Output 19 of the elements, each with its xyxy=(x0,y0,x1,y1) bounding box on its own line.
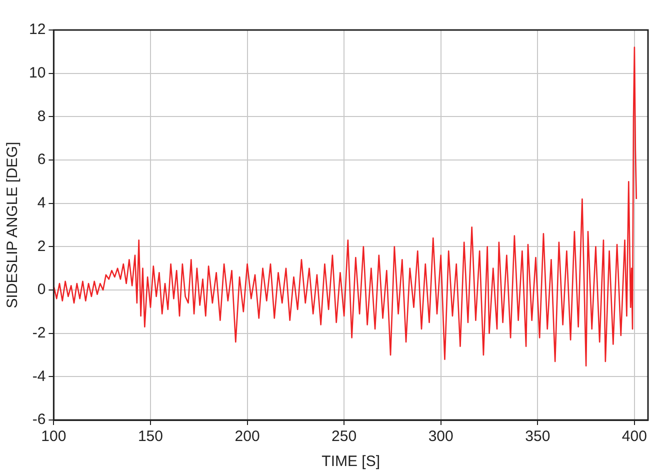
y-axis-title: SIDESLIP ANGLE [DEG] xyxy=(4,142,22,308)
y-tick-label: 4 xyxy=(37,194,46,212)
y-tick-label: 12 xyxy=(28,21,46,38)
x-axis-title: TIME [S] xyxy=(322,453,380,470)
y-tick-label: 10 xyxy=(28,64,46,82)
x-tick-label: 400 xyxy=(622,428,647,446)
x-tick-label: 350 xyxy=(525,428,550,446)
x-tick-label: 150 xyxy=(138,428,163,446)
x-tick-label: 200 xyxy=(234,428,260,446)
y-tick-label: 6 xyxy=(37,151,46,168)
x-tick-label: 100 xyxy=(41,428,66,446)
y-tick-label: 0 xyxy=(37,281,46,298)
y-tick-label: -2 xyxy=(32,324,46,342)
x-tick-label: 300 xyxy=(428,428,454,446)
y-tick-label: -6 xyxy=(32,411,46,428)
x-tick-label: 250 xyxy=(332,428,357,446)
y-tick-label: -4 xyxy=(32,368,46,385)
y-tick-label: 2 xyxy=(37,238,46,255)
y-tick-label: 8 xyxy=(37,108,46,125)
